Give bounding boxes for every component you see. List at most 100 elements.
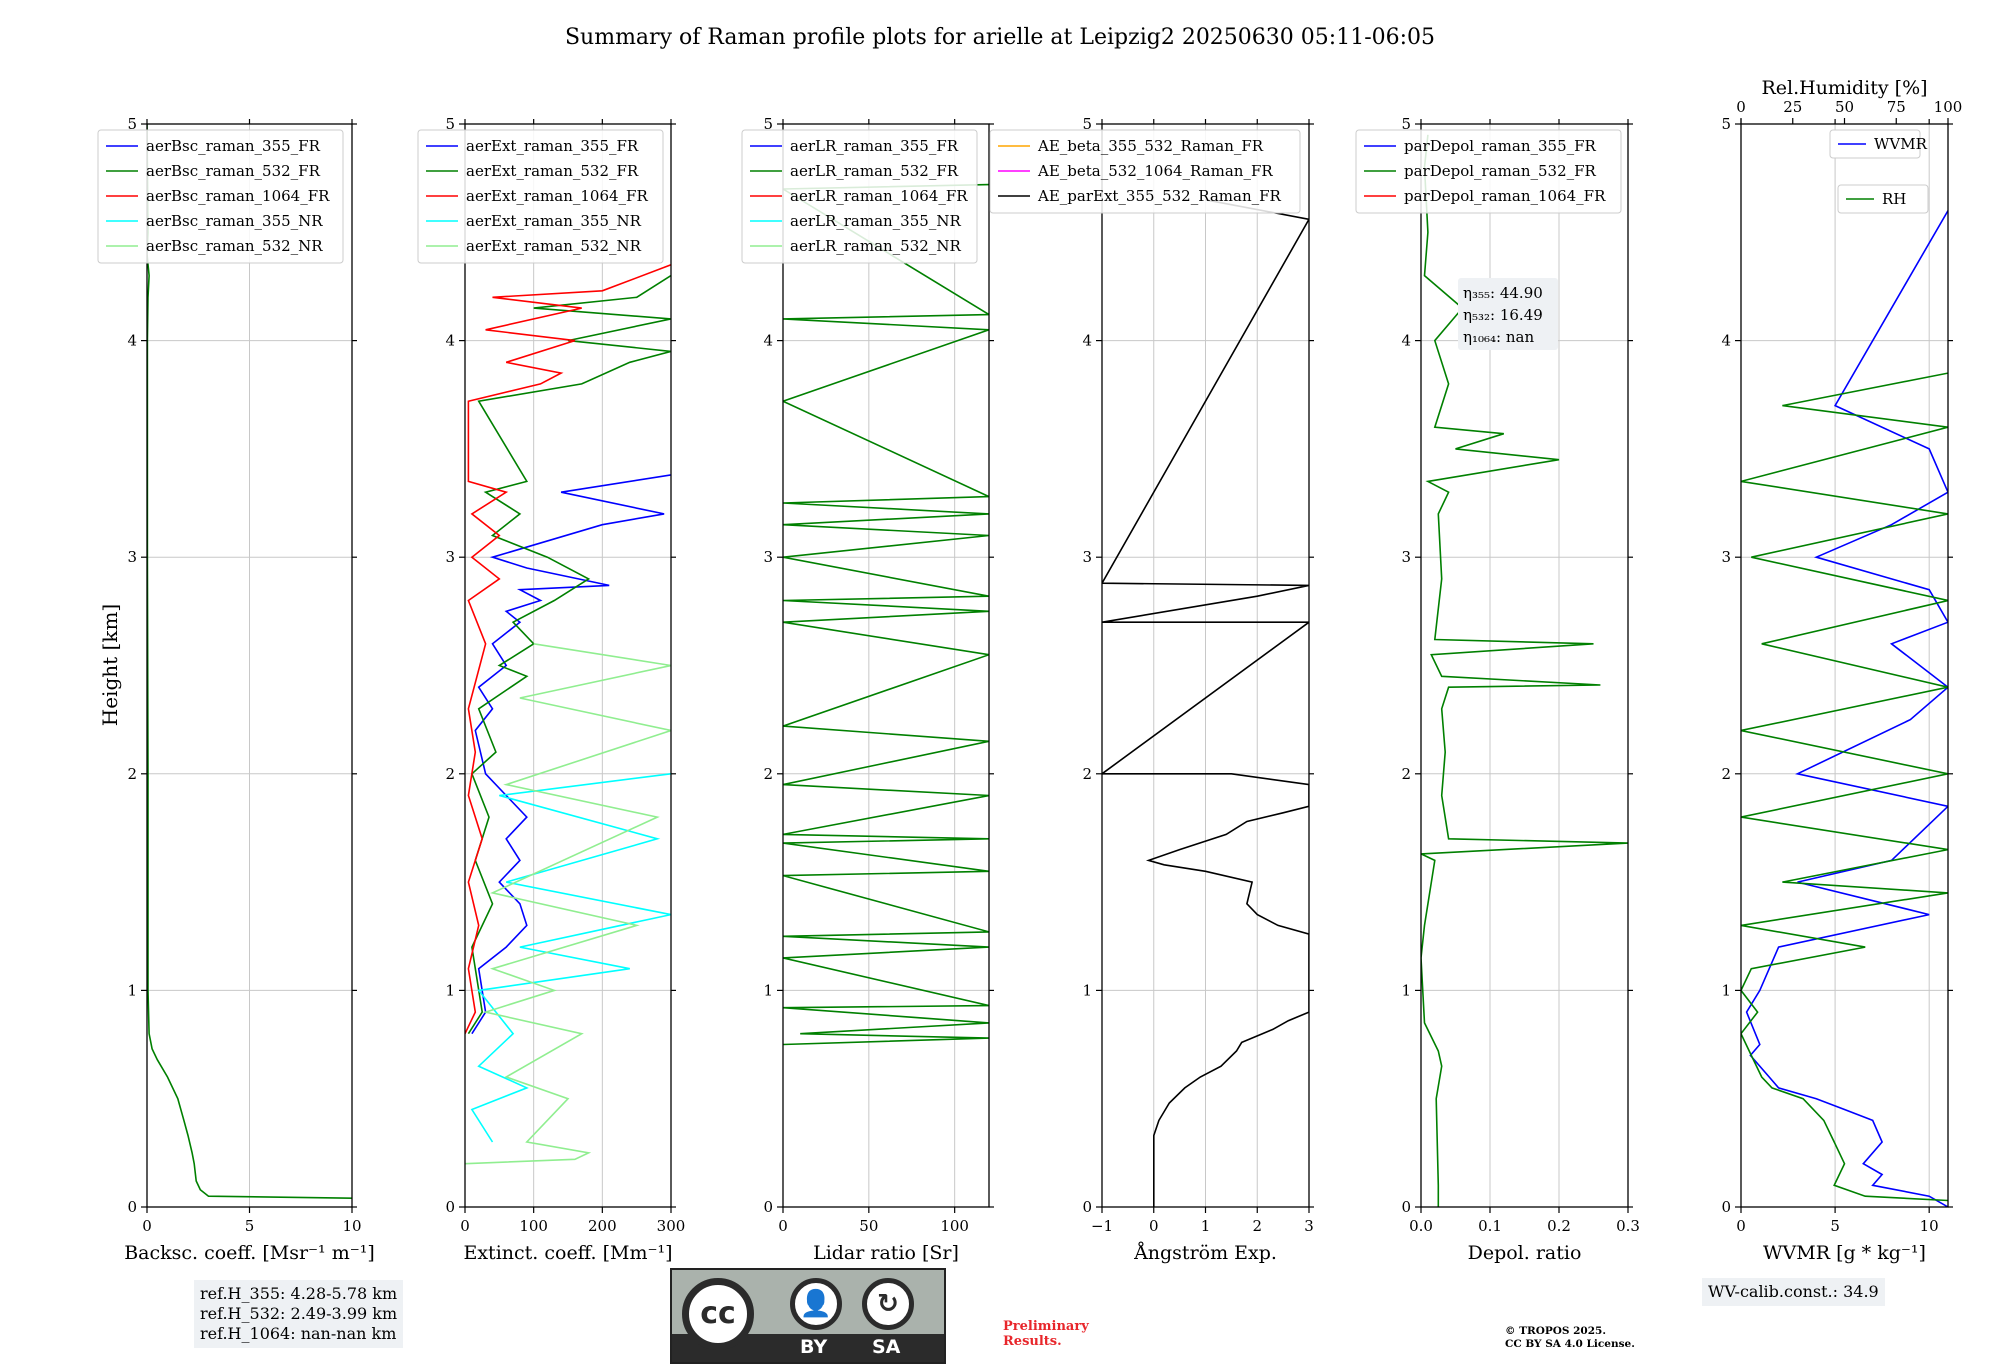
legend-label: parDepol_raman_1064_FR [1404,187,1606,205]
legend-label: aerBsc_raman_532_FR [146,162,321,180]
annotation-line: η₅₃₂: 16.49 [1463,306,1543,324]
legend-label: aerLR_raman_532_FR [790,162,959,180]
y-tick-label: 2 [1082,765,1092,783]
y-tick-label: 0 [1401,1198,1411,1216]
legend-ae: AE_beta_355_532_Raman_FR AE_beta_532_1064… [989,129,1301,214]
axes-frame [1740,123,1949,1208]
y-tick-label: 0 [763,1198,773,1216]
x-tick-label: 200 [588,1217,617,1235]
y-tick-label: 5 [445,115,455,133]
y-tick-label: 3 [1721,548,1731,566]
y-tick-label: 0 [1721,1198,1731,1216]
legend-frame [1829,129,1921,159]
y-tick-label: 2 [763,765,773,783]
x2-axis-label: Rel.Humidity [%] [1761,77,1927,99]
legend-label: aerExt_raman_355_FR [466,137,639,155]
series-line-RH [1741,372,1948,1202]
attribution-person-icon: 👤 [790,1278,842,1330]
y-tick-label: 1 [1082,981,1092,999]
x2-tick-label: 75 [1887,98,1906,116]
legend-frame [989,129,1301,214]
legend-label: AE_parExt_355_532_Raman_FR [1037,187,1282,205]
y-tick-label: 1 [1721,981,1731,999]
x-tick-label: 0 [460,1217,470,1235]
y-tick-label: 4 [1401,332,1411,350]
series-group [465,264,671,1165]
badge-by-label: BY [800,1336,828,1358]
y-tick-label: 2 [1721,765,1731,783]
y-tick-label: 4 [445,332,455,350]
legend-label: aerExt_raman_1064_FR [466,187,648,205]
x-axis-label: Ångström Exp. [1133,1242,1277,1264]
preliminary-note: Preliminary Results. [1003,1319,1089,1349]
y-tick-label: 1 [445,981,455,999]
annotation-frame [1458,278,1558,350]
legend-label: aerLR_raman_355_NR [790,212,961,230]
legend-label: RH [1882,190,1906,208]
y-tick-label: 2 [1401,765,1411,783]
x-tick-label: 0.0 [1409,1217,1433,1235]
x-axis-label: Backsc. coeff. [Msr⁻¹ m⁻¹] [124,1242,375,1264]
x-tick-label: 5 [1830,1217,1840,1235]
x-tick-label: 300 [657,1217,686,1235]
series-line-aerExt_raman_355_NR [470,773,671,1143]
legend-label: aerBsc_raman_532_NR [146,237,323,255]
x2-tick-label: 100 [1934,98,1963,116]
annotation-line: η₁₀₆₄: nan [1463,328,1534,346]
shared-y-axis-label: Height [km] [98,604,122,726]
y-tick-label: 0 [1082,1198,1092,1216]
legend-label: aerExt_raman_532_FR [466,162,639,180]
legend-frame [1355,129,1622,214]
legend-label: aerLR_raman_532_NR [790,237,961,255]
panel-bsc: 0 5 10 0 1 2 3 4 5 Backsc. coeff. [Msr⁻¹ m⁻¹] aerB… [97,115,375,1264]
x-tick-label: 0.1 [1478,1217,1502,1235]
x-tick-label: 10 [1920,1217,1939,1235]
series-line-aerLR_raman_532_FR [783,183,989,1046]
y-tick-label: 0 [445,1198,455,1216]
x-tick-label: 0.2 [1547,1217,1571,1235]
x-tick-label: 50 [859,1217,878,1235]
x-axis-label: Lidar ratio [Sr] [813,1242,959,1264]
series-line-aerExt_raman_532_NR [465,643,671,1165]
y-tick-label: 3 [445,548,455,566]
x-tick-label: 0 [778,1217,788,1235]
legend-frame [97,129,344,264]
legend-label: aerLR_raman_355_FR [790,137,959,155]
legend-label: aerBsc_raman_1064_FR [146,187,330,205]
axes-frame [464,123,672,1208]
x2-tick-label: 50 [1835,98,1854,116]
legend-label: aerExt_raman_355_NR [466,212,642,230]
figure-title: Summary of Raman profile plots for ariel… [565,25,1435,50]
series-line-aerExt_raman_1064_FR [465,264,671,1035]
cc-icon: cc [682,1278,754,1350]
series-line-aerExt_raman_355_FR [471,474,671,1035]
x-tick-label: 0 [1149,1217,1159,1235]
y-tick-label: 4 [763,332,773,350]
y-tick-label: 3 [127,548,137,566]
legend-lr: aerLR_raman_355_FR aerLR_raman_532_FR aerL… [741,129,978,264]
series-group [1741,210,1948,1207]
legend-label: parDepol_raman_355_FR [1404,137,1597,155]
y-tick-label: 5 [1721,115,1731,133]
y-tick-label: 3 [763,548,773,566]
legend-bsc: aerBsc_raman_355_FR aerBsc_raman_532_FRae… [97,129,344,264]
y-tick-label: 3 [1401,548,1411,566]
x-tick-label: 2 [1252,1217,1262,1235]
panel-ext: 0 100 200 300 0 1 2 3 4 5 Extinct. coeff. [Mm⁻¹] ae… [417,115,686,1264]
y-tick-label: 5 [1082,115,1092,133]
x-axis-label: Depol. ratio [1468,1242,1582,1264]
x2-tick-label: 0 [1736,98,1746,116]
legend-frame [1837,184,1929,214]
x-tick-label: 5 [245,1217,255,1235]
legend-label: AE_beta_532_1064_Raman_FR [1037,162,1273,180]
legend-label: aerBsc_raman_355_NR [146,212,323,230]
axes-frame [782,123,990,1208]
panel-depol: 0.0 0.1 0.2 0.3 0 1 2 3 4 5 Depol. ratio parDepol_r… [1355,115,1640,1264]
x-tick-label: 100 [519,1217,548,1235]
axes-frame [1420,123,1629,1208]
series-line-aerExt_raman_532_FR [467,274,671,1035]
legend-depol: parDepol_raman_355_FR parDepol_raman_532_… [1355,129,1622,214]
y-tick-label: 2 [127,765,137,783]
